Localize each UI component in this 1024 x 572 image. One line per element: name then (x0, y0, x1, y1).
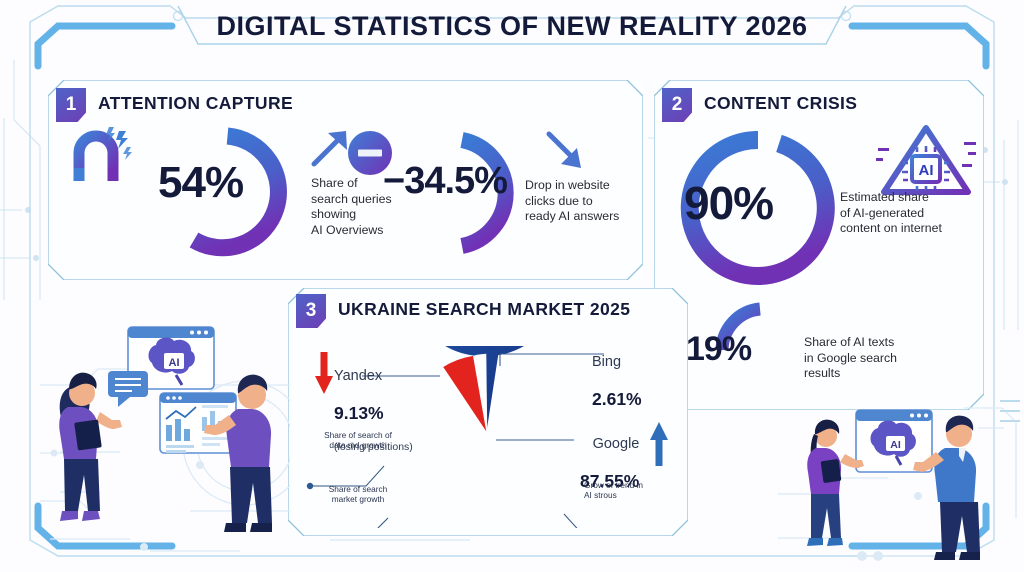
pie-label-bing: Bing 2.61% (592, 336, 642, 427)
panel-3-number: 3 (296, 294, 326, 328)
donut-chart-19 (715, 302, 761, 351)
pie-chart-ukraine-search-market (409, 346, 565, 512)
svg-text:AI: AI (890, 439, 901, 451)
pie-label-google-name: Google (592, 436, 640, 452)
page-title-container: DIGITAL STATISTICS OF NEW REALITY 2026 (190, 2, 834, 50)
arrow-up-blue-icon (650, 422, 668, 466)
arrow-down-right-icon (546, 131, 581, 168)
panel-2-number: 2 (662, 88, 692, 122)
pie-label-bing-value: 2.61% (592, 389, 642, 409)
pie-label-yandex-value: 9.13% (334, 403, 384, 423)
magnet-icon (73, 127, 132, 181)
pie-annotation-2: Share of search market growth (328, 484, 388, 504)
panel-content-crisis: 2 CONTENT CRISIS AI 90% Estimated shar (654, 80, 984, 410)
pie-label-google: Google 87.55% (580, 418, 639, 509)
stat-description-54: Share of search queries showing AI Overv… (311, 176, 392, 237)
svg-text:AI: AI (919, 162, 934, 179)
stat-value-90: 90% (684, 177, 774, 229)
stat-description-90: Estimated share of AI-generated content … (840, 190, 942, 235)
pie-label-yandex-name: Yandex (334, 368, 383, 384)
page-title: DIGITAL STATISTICS OF NEW REALITY 2026 (216, 10, 808, 41)
donut-chart-90 (680, 130, 835, 285)
panel-3-title: UKRAINE SEARCH MARKET 2025 (338, 299, 631, 319)
pie-label-bing-name: Bing (592, 354, 622, 370)
stat-description-19: Share of AI texts in Google search resul… (804, 335, 897, 380)
panel-attention-capture: 1 ATTENTION CAPTURE 54% Share of search … (48, 80, 643, 280)
pie-label-yandex-note: (losing positions) (334, 441, 413, 453)
stat-description-34-5: Drop in website clicks due to ready AI a… (525, 178, 620, 223)
pie-annotation-3: Grow of trend in AI strous (584, 480, 644, 500)
team-analytics-illustration: AI (40, 326, 290, 552)
pie-callout-lines (306, 353, 604, 528)
pie-label-yandex: Yandex 9.13% (losing positions) (334, 350, 413, 471)
minus-circle-icon (348, 131, 392, 175)
panel-1-number: 1 (56, 88, 86, 122)
svg-text:AI: AI (169, 357, 180, 369)
ai-warning-triangle-icon: AI (876, 125, 976, 195)
stat-value-19: 19% (686, 330, 752, 368)
team-ai-illustration: AI (778, 400, 1020, 561)
arrow-up-right-icon (311, 131, 347, 167)
pie-label-google-value: 87.55% (580, 471, 640, 491)
panel-2-title: CONTENT CRISIS (704, 93, 858, 113)
donut-chart-34-5 (460, 132, 514, 254)
arrow-down-red-icon (315, 352, 333, 394)
stat-value-54: 54% (158, 158, 244, 207)
donut-chart-54 (189, 127, 287, 257)
stat-value-34-5: −34.5% (383, 160, 508, 202)
panel-ukraine-search-market: 3 UKRAINE SEARCH MARKET 2025 (288, 288, 688, 536)
pie-annotation-1: Share of search of data md growth (324, 430, 392, 450)
panel-1-title: ATTENTION CAPTURE (98, 93, 294, 113)
